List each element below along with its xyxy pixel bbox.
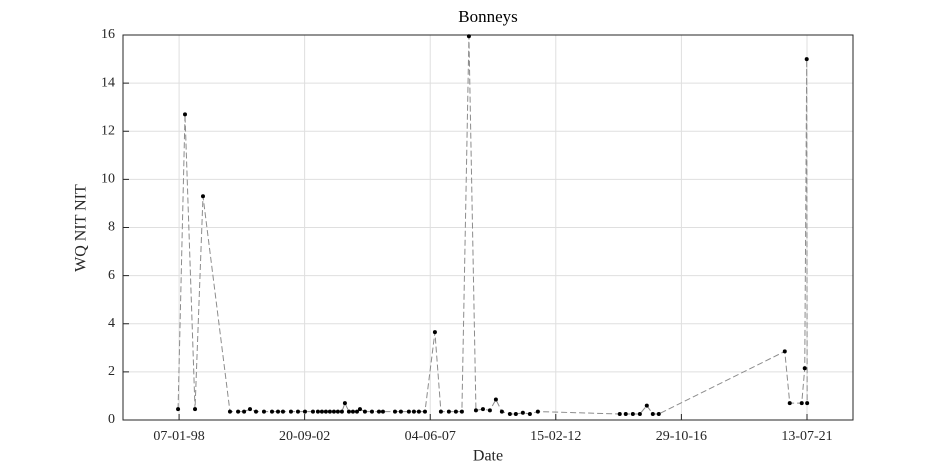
data-point	[799, 401, 804, 406]
data-point	[520, 410, 525, 415]
x-tick-label: 04-06-07	[405, 429, 456, 444]
data-point	[398, 409, 403, 414]
data-point	[513, 411, 518, 416]
data-point	[236, 409, 241, 414]
data-point	[354, 409, 359, 414]
data-point	[487, 408, 492, 413]
data-point	[623, 411, 628, 416]
data-point	[200, 194, 205, 199]
data-point	[637, 411, 642, 416]
data-point	[787, 401, 792, 406]
data-point	[369, 409, 374, 414]
data-point	[380, 409, 385, 414]
data-point	[323, 409, 328, 414]
data-point	[339, 409, 344, 414]
y-tick-label: 6	[108, 268, 115, 283]
y-tick-label: 0	[108, 412, 115, 427]
data-point	[802, 366, 807, 371]
y-tick-label: 4	[108, 316, 115, 331]
data-point	[446, 409, 451, 414]
data-point	[804, 57, 809, 62]
data-point	[473, 408, 478, 413]
data-point	[480, 407, 485, 412]
data-point	[327, 409, 332, 414]
x-tick-label: 15-02-12	[530, 429, 581, 444]
data-point	[630, 411, 635, 416]
x-tick-label: 07-01-98	[153, 429, 204, 444]
data-point	[416, 409, 421, 414]
data-point	[276, 409, 281, 414]
data-point	[376, 409, 381, 414]
data-point	[535, 409, 540, 414]
data-point	[466, 34, 471, 39]
data-point	[406, 409, 411, 414]
data-point	[507, 411, 512, 416]
data-point	[432, 330, 437, 335]
x-tick-label: 29-10-16	[656, 429, 707, 444]
x-tick-label: 20-09-02	[279, 429, 330, 444]
data-point	[357, 407, 362, 412]
data-point	[270, 409, 275, 414]
data-point	[183, 112, 188, 117]
data-point	[362, 409, 367, 414]
data-point	[805, 401, 810, 406]
data-point	[411, 409, 416, 414]
data-point	[644, 403, 649, 408]
data-point	[193, 407, 198, 412]
data-point	[350, 409, 355, 414]
y-tick-label: 16	[101, 27, 115, 42]
data-point	[176, 407, 181, 412]
data-point	[315, 409, 320, 414]
plot-frame	[122, 34, 854, 421]
y-tick-label: 12	[101, 123, 115, 138]
data-point	[453, 409, 458, 414]
data-point	[319, 409, 324, 414]
y-tick-label: 14	[101, 75, 115, 90]
y-tick-label: 10	[101, 172, 115, 187]
data-point	[527, 411, 532, 416]
data-point	[438, 409, 443, 414]
data-point	[280, 409, 285, 414]
data-point	[335, 409, 340, 414]
y-tick-label: 2	[108, 364, 115, 379]
data-point	[242, 409, 247, 414]
x-axis-label: Date	[473, 448, 503, 465]
data-point	[261, 409, 266, 414]
data-point	[302, 409, 307, 414]
data-point	[331, 409, 336, 414]
x-tick-label: 13-07-21	[781, 429, 832, 444]
data-point	[617, 411, 622, 416]
data-point	[459, 409, 464, 414]
chart-title: Bonneys	[458, 7, 518, 26]
y-axis-label: WQ NIT NIT	[73, 184, 90, 272]
data-point	[782, 349, 787, 354]
data-point	[310, 409, 315, 414]
data-point	[253, 409, 258, 414]
data-point	[227, 409, 232, 414]
data-point	[499, 409, 504, 414]
data-point	[346, 409, 351, 414]
data-point	[493, 397, 498, 402]
data-point	[422, 409, 427, 414]
data-point	[650, 411, 655, 416]
data-point	[295, 409, 300, 414]
data-point	[392, 409, 397, 414]
data-point	[248, 407, 253, 412]
data-point	[342, 401, 347, 406]
y-tick-label: 8	[108, 220, 115, 235]
data-point	[656, 411, 661, 416]
data-point	[288, 409, 293, 414]
